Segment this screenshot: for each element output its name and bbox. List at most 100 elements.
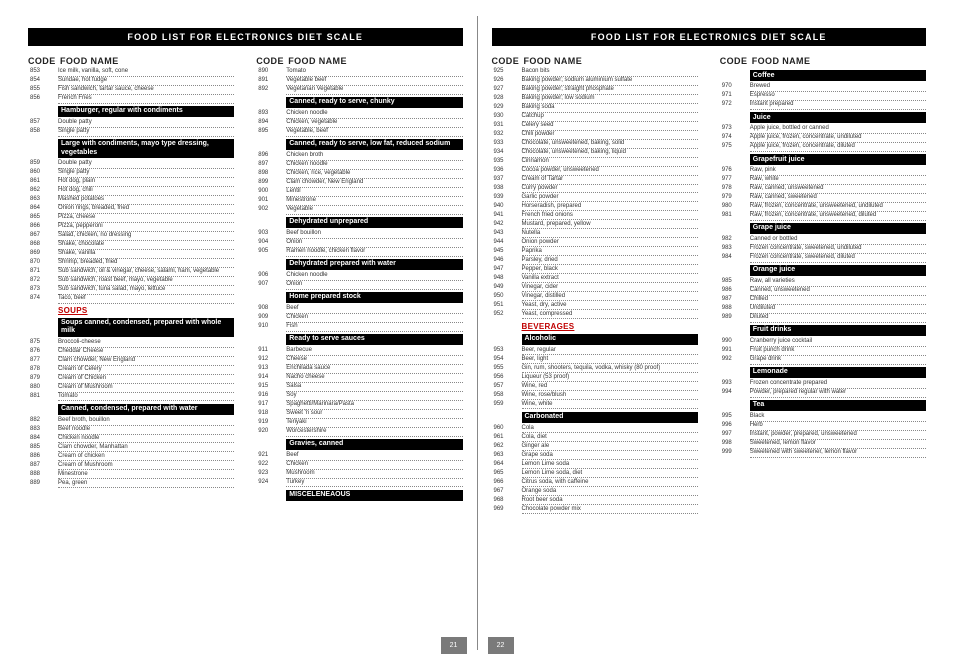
food-row: 936Cocoa powder, unsweetened [492, 167, 698, 176]
food-name: Onion [286, 239, 462, 247]
food-row: 863Mashed potatoes [28, 196, 234, 205]
food-row: 975Apple juice, frozen, concentrate, dil… [720, 143, 926, 152]
food-code: 898 [256, 170, 286, 177]
col-3: CODE FOOD NAME 925Bacon bits926Baking po… [492, 56, 698, 650]
food-row: 892Vegetarian Vegetable [256, 86, 462, 95]
food-name: Beef noodle [58, 426, 234, 434]
food-name: Vegetarian Vegetable [286, 86, 462, 94]
food-name: Raw, canned, sweetened [750, 194, 926, 202]
food-name: Instant prepared [750, 101, 926, 109]
food-row: 920Worcestershire [256, 428, 462, 437]
food-row: 990Cranberry juice cocktail [720, 338, 926, 347]
food-name: Raw, frozen, concentrate, unsweetened, d… [750, 212, 926, 220]
food-code: 910 [256, 323, 286, 330]
food-code: 943 [492, 230, 522, 237]
food-code: 998 [720, 440, 750, 447]
food-row: 956Liqueur (53 proof) [492, 374, 698, 383]
food-name: Beef [286, 305, 462, 313]
food-row: 985Raw, all varieties [720, 278, 926, 287]
food-row: 882Beef broth, bouillon [28, 417, 234, 426]
food-code: 931 [492, 122, 522, 129]
food-code: 950 [492, 293, 522, 300]
food-code: 869 [28, 250, 58, 257]
food-name: Ginger ale [522, 443, 698, 451]
food-row: 871Sub sandwich, oil & vinegar, cheese, … [28, 268, 234, 277]
food-name: Lemon Lime soda [522, 461, 698, 469]
food-row: 918Sweet 'n sour [256, 410, 462, 419]
food-name: Sweetened with sweetener, lemon flavor [750, 449, 926, 457]
category-sub: Fruit drinks [750, 325, 926, 336]
food-code: 874 [28, 295, 58, 302]
food-row: 944Onion powder [492, 239, 698, 248]
food-row: 889Pea, green [28, 480, 234, 489]
food-row: 916Soy [256, 392, 462, 401]
food-code: 974 [720, 134, 750, 141]
food-code: 970 [720, 83, 750, 90]
food-row: 937Cream of Tartar [492, 176, 698, 185]
food-name: Chili powder [522, 131, 698, 139]
food-name: Pizza, pepperoni [58, 223, 234, 231]
col-2: CODE FOOD NAME 890Tomato891Vegetable bee… [256, 56, 462, 650]
food-name: Beer, regular [522, 347, 698, 355]
food-code: 866 [28, 223, 58, 230]
food-code: 925 [492, 68, 522, 75]
food-name: Teriyaki [286, 419, 462, 427]
food-name: Chilled [750, 296, 926, 304]
food-name: Hot dog, chili [58, 187, 234, 195]
food-code: 964 [492, 461, 522, 468]
food-name: French Fries [58, 95, 234, 103]
food-name: Cola [522, 425, 698, 433]
food-name: Ice milk, vanilla, soft, cone [58, 68, 234, 76]
food-code: 880 [28, 384, 58, 391]
food-code: 982 [720, 236, 750, 243]
food-name: Undiluted [750, 305, 926, 313]
food-row: 915Salsa [256, 383, 462, 392]
food-row: 960Cola [492, 425, 698, 434]
food-name: Chocolate powder mix [522, 506, 698, 514]
food-code: 957 [492, 383, 522, 390]
food-row: 865Pizza, cheese [28, 214, 234, 223]
food-row: 887Cream of Mushroom [28, 462, 234, 471]
food-code: 923 [256, 470, 286, 477]
food-code: 960 [492, 425, 522, 432]
food-code: 888 [28, 471, 58, 478]
food-name: Cream of Mushroom [58, 384, 234, 392]
food-name: Chicken noodle [58, 435, 234, 443]
food-code: 994 [720, 389, 750, 396]
food-code: 875 [28, 339, 58, 346]
food-code: 929 [492, 104, 522, 111]
food-row: 885Clam chowder, Manhattan [28, 444, 234, 453]
food-name: Onion powder [522, 239, 698, 247]
food-name: Vegetable, beef [286, 128, 462, 136]
food-code: 959 [492, 401, 522, 408]
food-code: 870 [28, 259, 58, 266]
food-name: Double patty [58, 119, 234, 127]
food-code: 975 [720, 143, 750, 150]
food-name: Vinegar, cider [522, 284, 698, 292]
food-row: 910Fish [256, 323, 462, 332]
food-code: 882 [28, 417, 58, 424]
category-sub: Canned, ready to serve, chunky [286, 97, 462, 108]
food-code: 913 [256, 365, 286, 372]
food-name: Single patty [58, 169, 234, 177]
food-name: Sweetened, lemon flavor [750, 440, 926, 448]
food-name: Espresso [750, 92, 926, 100]
category-sub: Ready to serve sauces [286, 334, 462, 345]
food-name: Tomato [286, 68, 462, 76]
food-code: 896 [256, 152, 286, 159]
food-code: 954 [492, 356, 522, 363]
food-code: 859 [28, 160, 58, 167]
food-name: Grape soda [522, 452, 698, 460]
category-sub: Large with condiments, mayo type dressin… [58, 139, 234, 158]
food-name: Chicken broth [286, 152, 462, 160]
food-name: Cream of Mushroom [58, 462, 234, 470]
page-title-left: FOOD LIST FOR ELECTRONICS DIET SCALE [28, 28, 463, 46]
food-code: 872 [28, 277, 58, 284]
food-row: 861Hot dog, plain [28, 178, 234, 187]
food-code: 890 [256, 68, 286, 75]
food-name: Orange soda [522, 488, 698, 496]
food-row: 925Bacon bits [492, 68, 698, 77]
food-row: 891Vegetable beef [256, 77, 462, 86]
food-name: Chocolate, unsweetened, baking, solid [522, 140, 698, 148]
food-row: 881Tomato [28, 393, 234, 402]
